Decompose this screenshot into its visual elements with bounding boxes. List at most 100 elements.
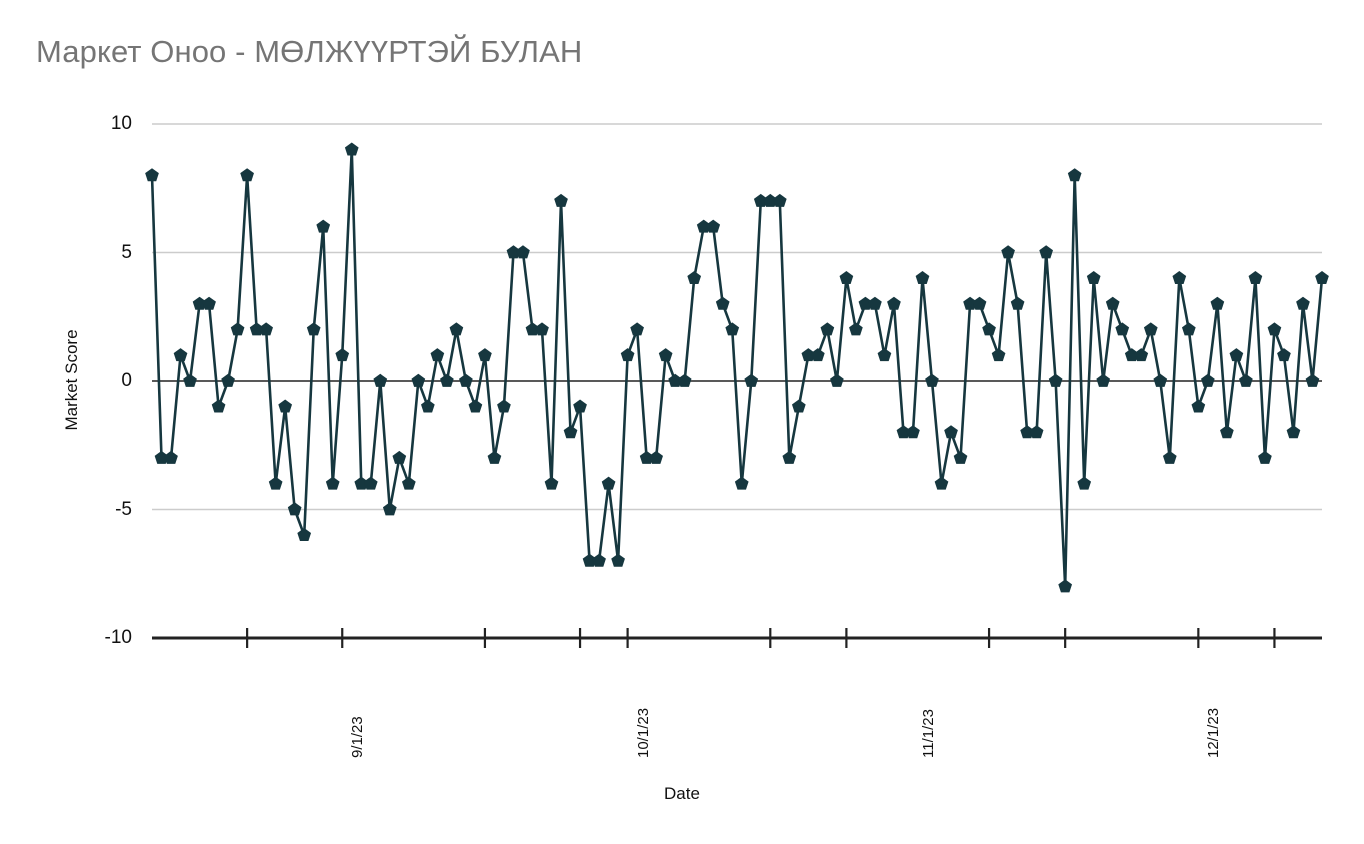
data-point-marker xyxy=(953,450,968,464)
y-tick-label: -5 xyxy=(115,498,132,520)
data-point-marker xyxy=(1172,271,1187,285)
y-tick-label: 5 xyxy=(121,241,132,263)
data-point-marker xyxy=(1315,271,1329,285)
data-point-marker xyxy=(972,296,987,310)
data-point-marker xyxy=(782,450,797,464)
data-point-marker xyxy=(1096,373,1111,387)
data-point-marker xyxy=(982,322,996,336)
data-point-marker xyxy=(1181,322,1196,336)
data-point-marker xyxy=(316,219,331,233)
data-point-marker xyxy=(1210,296,1225,310)
data-point-marker xyxy=(763,193,778,207)
data-point-marker xyxy=(1153,373,1168,387)
data-point-marker xyxy=(620,348,635,362)
data-point-marker xyxy=(1029,425,1044,439)
data-point-marker xyxy=(725,322,740,336)
data-point-marker xyxy=(1239,373,1253,387)
data-point-marker xyxy=(287,502,302,516)
data-point-marker xyxy=(249,322,264,336)
data-point-marker xyxy=(1267,322,1282,336)
data-point-marker xyxy=(401,476,416,490)
data-series-group xyxy=(145,142,1329,593)
data-point-marker xyxy=(440,373,454,387)
data-point-marker xyxy=(734,476,749,490)
data-point-marker xyxy=(192,296,207,310)
data-point-marker xyxy=(297,528,312,542)
y-axis-label: Market Score xyxy=(62,329,81,431)
data-point-marker xyxy=(611,553,625,567)
data-point-marker xyxy=(1286,425,1301,439)
data-point-marker xyxy=(449,322,464,336)
data-point-marker xyxy=(516,245,530,259)
x-tick-mark-group xyxy=(246,628,1276,648)
gridline-group xyxy=(152,123,1322,640)
data-point-marker xyxy=(944,425,958,439)
data-point-marker xyxy=(1105,296,1120,310)
data-point-marker xyxy=(1305,373,1320,387)
data-point-marker xyxy=(1162,450,1177,464)
data-point-marker xyxy=(373,373,388,387)
data-point-marker xyxy=(830,373,844,387)
data-point-marker xyxy=(392,450,407,464)
data-point-marker xyxy=(1039,245,1053,259)
data-point-marker xyxy=(592,553,606,567)
data-point-marker xyxy=(772,193,787,207)
data-point-marker xyxy=(459,373,473,387)
y-tick-label: -10 xyxy=(104,627,132,648)
data-point-marker xyxy=(791,399,806,413)
x-tick-label: 9/1/23 xyxy=(349,716,367,758)
data-point-marker xyxy=(230,322,245,336)
data-point-marker xyxy=(639,450,654,464)
data-point-marker xyxy=(1134,348,1149,362)
data-point-marker xyxy=(145,168,159,182)
y-tick-label: 10 xyxy=(110,113,132,134)
data-point-marker xyxy=(744,373,759,387)
data-point-marker xyxy=(1086,271,1101,285)
data-point-marker xyxy=(1067,168,1082,182)
data-point-marker xyxy=(887,296,901,310)
data-point-marker xyxy=(696,219,711,233)
data-point-marker xyxy=(221,373,235,387)
data-point-marker xyxy=(1191,399,1206,413)
data-point-marker xyxy=(849,322,863,336)
y-tick-label: 0 xyxy=(121,370,132,391)
data-point-marker xyxy=(706,219,721,233)
series-line xyxy=(150,148,1324,588)
data-point-marker xyxy=(573,399,587,413)
data-point-marker xyxy=(497,399,511,413)
data-point-marker xyxy=(1229,348,1244,362)
data-point-marker xyxy=(687,271,702,285)
data-point-marker xyxy=(202,296,216,310)
chart-title: Маркет Оноо - МӨЛЖҮҮРТЭЙ БУЛАН xyxy=(36,34,583,69)
x-tick-label: 11/1/23 xyxy=(919,709,937,758)
data-point-marker xyxy=(582,553,597,567)
data-point-marker xyxy=(563,425,578,439)
data-point-marker xyxy=(487,450,502,464)
x-tick-label: 10/1/23 xyxy=(634,707,652,758)
data-point-marker xyxy=(506,245,521,259)
data-point-marker xyxy=(715,296,730,310)
data-point-marker xyxy=(1258,450,1272,464)
data-point-marker xyxy=(363,476,378,490)
data-point-marker xyxy=(877,348,892,362)
data-point-marker xyxy=(820,322,835,336)
data-point-marker xyxy=(240,168,254,182)
data-point-marker xyxy=(430,348,445,362)
data-point-marker xyxy=(154,450,169,464)
data-point-marker xyxy=(1248,271,1263,285)
data-point-marker xyxy=(658,348,673,362)
data-point-marker xyxy=(896,425,911,439)
data-point-marker xyxy=(325,476,340,490)
data-point-marker xyxy=(1115,322,1130,336)
data-point-marker xyxy=(544,476,559,490)
data-point-marker xyxy=(1277,348,1291,362)
data-point-marker xyxy=(173,348,188,362)
data-point-marker xyxy=(354,476,369,490)
data-point-marker xyxy=(925,373,939,387)
data-point-marker xyxy=(411,373,426,387)
data-point-marker xyxy=(259,322,273,336)
data-point-marker xyxy=(1220,425,1234,439)
data-point-marker xyxy=(1143,322,1158,336)
